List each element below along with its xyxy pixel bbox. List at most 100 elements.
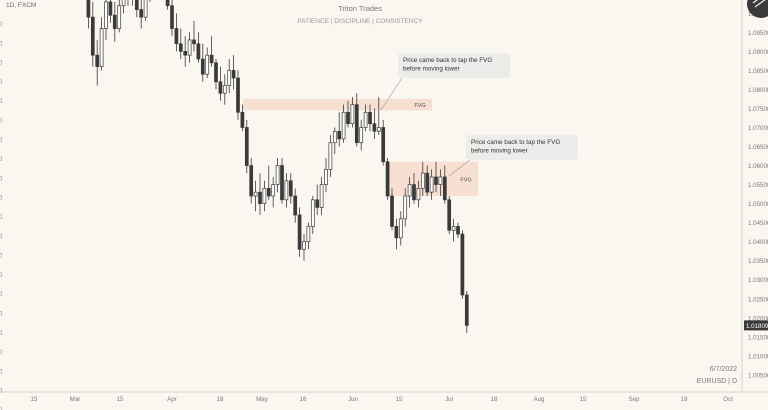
candle[interactable] bbox=[253, 191, 258, 197]
left-edge-label: 0 bbox=[0, 292, 3, 298]
candle[interactable] bbox=[328, 142, 333, 170]
left-edge-label: 0 bbox=[0, 254, 3, 260]
candle[interactable] bbox=[205, 54, 210, 75]
candle[interactable] bbox=[442, 176, 447, 201]
candle[interactable] bbox=[407, 184, 412, 197]
candle[interactable] bbox=[451, 226, 456, 231]
candle[interactable] bbox=[200, 58, 205, 75]
candle[interactable] bbox=[332, 130, 337, 144]
candle[interactable] bbox=[429, 176, 434, 193]
candle[interactable] bbox=[341, 111, 346, 140]
candle[interactable] bbox=[192, 39, 196, 45]
candle[interactable] bbox=[222, 85, 227, 94]
candle[interactable] bbox=[95, 54, 100, 67]
candle[interactable] bbox=[337, 130, 342, 140]
candle[interactable] bbox=[324, 169, 328, 185]
candle[interactable] bbox=[196, 43, 201, 60]
left-axis-labels: 0 0 0 0 0 0 0 0 0 0 0 0 0 0 0 0 0 0 0 0 0 bbox=[0, 22, 3, 410]
candle[interactable] bbox=[214, 62, 218, 83]
callout-box bbox=[398, 53, 510, 78]
candle[interactable] bbox=[165, 0, 170, 7]
candle[interactable] bbox=[315, 199, 320, 208]
candle[interactable] bbox=[302, 241, 306, 250]
candle[interactable] bbox=[363, 111, 368, 128]
candle[interactable] bbox=[464, 294, 469, 326]
candle[interactable] bbox=[99, 28, 104, 67]
candle[interactable] bbox=[416, 188, 421, 201]
candle[interactable] bbox=[412, 184, 416, 201]
candle[interactable] bbox=[187, 39, 192, 56]
candle[interactable] bbox=[174, 28, 179, 45]
candle[interactable] bbox=[420, 172, 425, 189]
candle[interactable] bbox=[143, 0, 148, 18]
price-tick-label: 1.07000 bbox=[748, 125, 768, 132]
candle[interactable] bbox=[218, 81, 223, 94]
left-edge-label: 0 bbox=[0, 215, 3, 221]
candle[interactable] bbox=[240, 111, 245, 128]
candle[interactable] bbox=[284, 180, 289, 201]
candle[interactable] bbox=[280, 165, 284, 201]
candle[interactable] bbox=[170, 5, 174, 29]
candle[interactable] bbox=[249, 165, 254, 197]
time-tick-label: 15 bbox=[31, 396, 38, 403]
candle[interactable] bbox=[112, 14, 117, 29]
price-tick-label: 1.00500 bbox=[748, 372, 768, 379]
candle[interactable] bbox=[346, 111, 350, 125]
candle[interactable] bbox=[134, 0, 139, 10]
candle[interactable] bbox=[231, 70, 236, 79]
candle[interactable] bbox=[86, 0, 91, 18]
candle[interactable] bbox=[293, 195, 298, 216]
candle[interactable] bbox=[236, 77, 240, 113]
candle[interactable] bbox=[394, 226, 399, 239]
candle[interactable] bbox=[266, 188, 271, 197]
candle[interactable] bbox=[425, 172, 430, 193]
candle[interactable] bbox=[447, 199, 452, 231]
candle[interactable] bbox=[438, 176, 443, 185]
candle[interactable] bbox=[456, 226, 460, 235]
candle[interactable] bbox=[139, 9, 144, 18]
candle[interactable] bbox=[227, 70, 232, 86]
callout-box bbox=[466, 135, 578, 160]
time-axis[interactable]: 15 Mar 15 Apr 18 May 16 Jun 15 Jul 18 Aug 15 Sep 19 Oct bbox=[0, 391, 768, 403]
candle[interactable] bbox=[288, 180, 293, 197]
candle[interactable] bbox=[354, 104, 359, 144]
chart-menu-button[interactable] bbox=[747, 0, 768, 18]
candle[interactable] bbox=[403, 195, 408, 220]
candle[interactable] bbox=[262, 188, 267, 204]
candle[interactable] bbox=[271, 184, 276, 197]
candle[interactable] bbox=[310, 199, 315, 227]
callout-text: Price came back to tap the FVG bbox=[471, 139, 560, 146]
price-tick-label: 1.02500 bbox=[748, 296, 768, 303]
candle[interactable] bbox=[385, 161, 390, 197]
candle[interactable] bbox=[390, 195, 394, 227]
candle[interactable] bbox=[398, 218, 403, 239]
candle[interactable] bbox=[104, 1, 108, 29]
callout-text: before moving lower bbox=[471, 148, 528, 155]
candles[interactable] bbox=[83, 0, 469, 334]
candle[interactable] bbox=[460, 233, 465, 296]
candle[interactable] bbox=[183, 51, 188, 56]
candle[interactable] bbox=[306, 226, 311, 243]
candle[interactable] bbox=[381, 127, 386, 163]
candle[interactable] bbox=[434, 176, 438, 185]
candle[interactable] bbox=[121, 0, 126, 7]
price-tick-label: 1.02000 bbox=[748, 315, 768, 322]
candle[interactable] bbox=[258, 191, 262, 204]
candle[interactable] bbox=[319, 184, 324, 208]
candle[interactable] bbox=[108, 1, 113, 16]
left-edge-label: 0 bbox=[0, 331, 3, 337]
candle[interactable] bbox=[368, 111, 372, 125]
left-edge-label: 0 bbox=[0, 369, 3, 375]
candle[interactable] bbox=[350, 104, 355, 125]
candle[interactable] bbox=[297, 214, 302, 250]
candle[interactable] bbox=[209, 54, 214, 64]
candle[interactable] bbox=[359, 127, 364, 144]
candle[interactable] bbox=[90, 16, 95, 56]
candle[interactable] bbox=[244, 127, 249, 166]
candle[interactable] bbox=[372, 123, 377, 132]
candle[interactable] bbox=[275, 165, 280, 185]
candle[interactable] bbox=[117, 5, 122, 29]
candle[interactable] bbox=[376, 127, 381, 132]
candle[interactable] bbox=[178, 43, 183, 52]
